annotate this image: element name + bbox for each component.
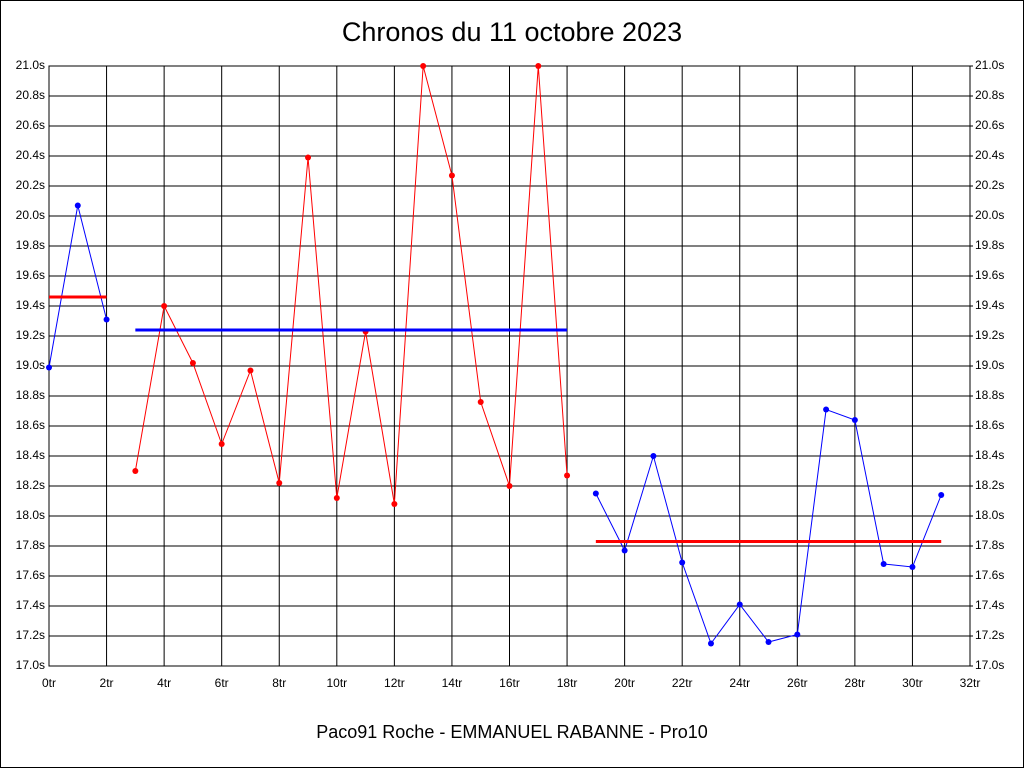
x-tick-label: 28tr (845, 676, 866, 690)
data-point (621, 547, 628, 554)
y2-tick-label: 18.4s (975, 448, 1004, 462)
y2-tick-label: 20.8s (975, 88, 1004, 102)
y2-tick-label: 17.6s (975, 568, 1004, 582)
y-tick-label: 19.2s (16, 328, 45, 342)
x-tick-label: 4tr (157, 676, 171, 690)
y2-tick-label: 19.0s (975, 358, 1004, 372)
data-point (333, 495, 340, 501)
data-point (794, 631, 801, 638)
y-tick-label: 20.6s (16, 118, 45, 132)
y-tick-label: 21.0s (16, 58, 45, 72)
data-point (247, 367, 254, 374)
data-point (103, 316, 110, 323)
y2-tick-label: 18.0s (975, 508, 1004, 522)
data-point (276, 480, 283, 486)
y-tick-label: 18.4s (16, 448, 45, 462)
x-tick-label: 8tr (272, 676, 286, 690)
y-tick-label: 20.8s (16, 88, 45, 102)
data-point (132, 468, 139, 474)
y-tick-label: 20.0s (16, 208, 45, 222)
y2-tick-label: 17.4s (975, 598, 1004, 612)
x-tick-label: 12tr (384, 676, 405, 690)
x-tick-label: 16tr (499, 676, 520, 690)
data-point (448, 172, 455, 179)
data-point (851, 417, 858, 423)
chart-title: Chronos du 11 octobre 2023 (342, 17, 682, 47)
y2-tick-label: 19.6s (975, 268, 1004, 282)
y-tick-label: 19.0s (16, 358, 45, 372)
y2-tick-label: 20.0s (975, 208, 1004, 222)
y-tick-label: 17.6s (16, 568, 45, 582)
data-point (707, 640, 714, 647)
y2-tick-label: 19.4s (975, 298, 1004, 312)
data-point (161, 303, 168, 309)
data-point (679, 559, 686, 566)
x-tick-label: 2tr (100, 676, 114, 690)
data-point (46, 364, 52, 371)
data-point (592, 490, 599, 497)
y-tick-label: 19.8s (16, 238, 45, 252)
x-tick-label: 26tr (787, 676, 808, 690)
x-tick-label: 10tr (326, 676, 347, 690)
y2-tick-label: 17.0s (975, 658, 1004, 672)
data-point (823, 406, 830, 413)
data-point (506, 483, 513, 489)
y-tick-label: 18.0s (16, 508, 45, 522)
y2-tick-label: 18.8s (975, 388, 1004, 402)
x-tick-label: 6tr (215, 676, 229, 690)
y-tick-label: 19.4s (16, 298, 45, 312)
data-point (420, 63, 427, 69)
x-tick-label: 18tr (557, 676, 578, 690)
y-tick-label: 17.2s (16, 628, 45, 642)
x-tick-label: 0tr (42, 676, 56, 690)
y2-tick-label: 20.2s (975, 178, 1004, 192)
x-tick-label: 24tr (729, 676, 750, 690)
x-tick-label: 14tr (442, 676, 463, 690)
y2-tick-label: 18.2s (975, 478, 1004, 492)
y-tick-label: 20.4s (16, 148, 45, 162)
y2-tick-label: 19.2s (975, 328, 1004, 342)
y2-tick-label: 18.6s (975, 418, 1004, 432)
data-point (218, 441, 225, 447)
data-point (938, 492, 945, 498)
y-tick-label: 19.6s (16, 268, 45, 282)
data-point (880, 561, 887, 567)
data-point (189, 360, 196, 366)
y2-tick-label: 20.6s (975, 118, 1004, 132)
data-point (650, 453, 657, 459)
y-tick-label: 17.8s (16, 538, 45, 552)
y-tick-label: 20.2s (16, 178, 45, 192)
y2-tick-label: 20.4s (975, 148, 1004, 162)
y2-tick-label: 17.8s (975, 538, 1004, 552)
data-point (477, 399, 484, 405)
x-tick-label: 30tr (902, 676, 923, 690)
y-tick-label: 18.6s (16, 418, 45, 432)
y-tick-label: 18.2s (16, 478, 45, 492)
y-tick-label: 17.0s (16, 658, 45, 672)
y-tick-label: 17.4s (16, 598, 45, 612)
x-tick-label: 22tr (672, 676, 693, 690)
y-tick-label: 18.8s (16, 388, 45, 402)
data-point (74, 202, 81, 209)
data-point (909, 564, 916, 570)
y2-tick-label: 19.8s (975, 238, 1004, 252)
x-axis-label: Paco91 Roche - EMMANUEL RABANNE - Pro10 (316, 722, 707, 742)
data-point (535, 63, 542, 69)
y2-tick-label: 17.2s (975, 628, 1004, 642)
data-point (305, 154, 312, 161)
x-tick-label: 20tr (614, 676, 635, 690)
series-line (134, 65, 568, 505)
data-point (765, 639, 772, 645)
x-tick-label: 32tr (960, 676, 981, 690)
data-point (736, 601, 743, 608)
data-point (564, 472, 571, 479)
y2-tick-label: 21.0s (975, 58, 1004, 72)
data-point (391, 501, 398, 507)
